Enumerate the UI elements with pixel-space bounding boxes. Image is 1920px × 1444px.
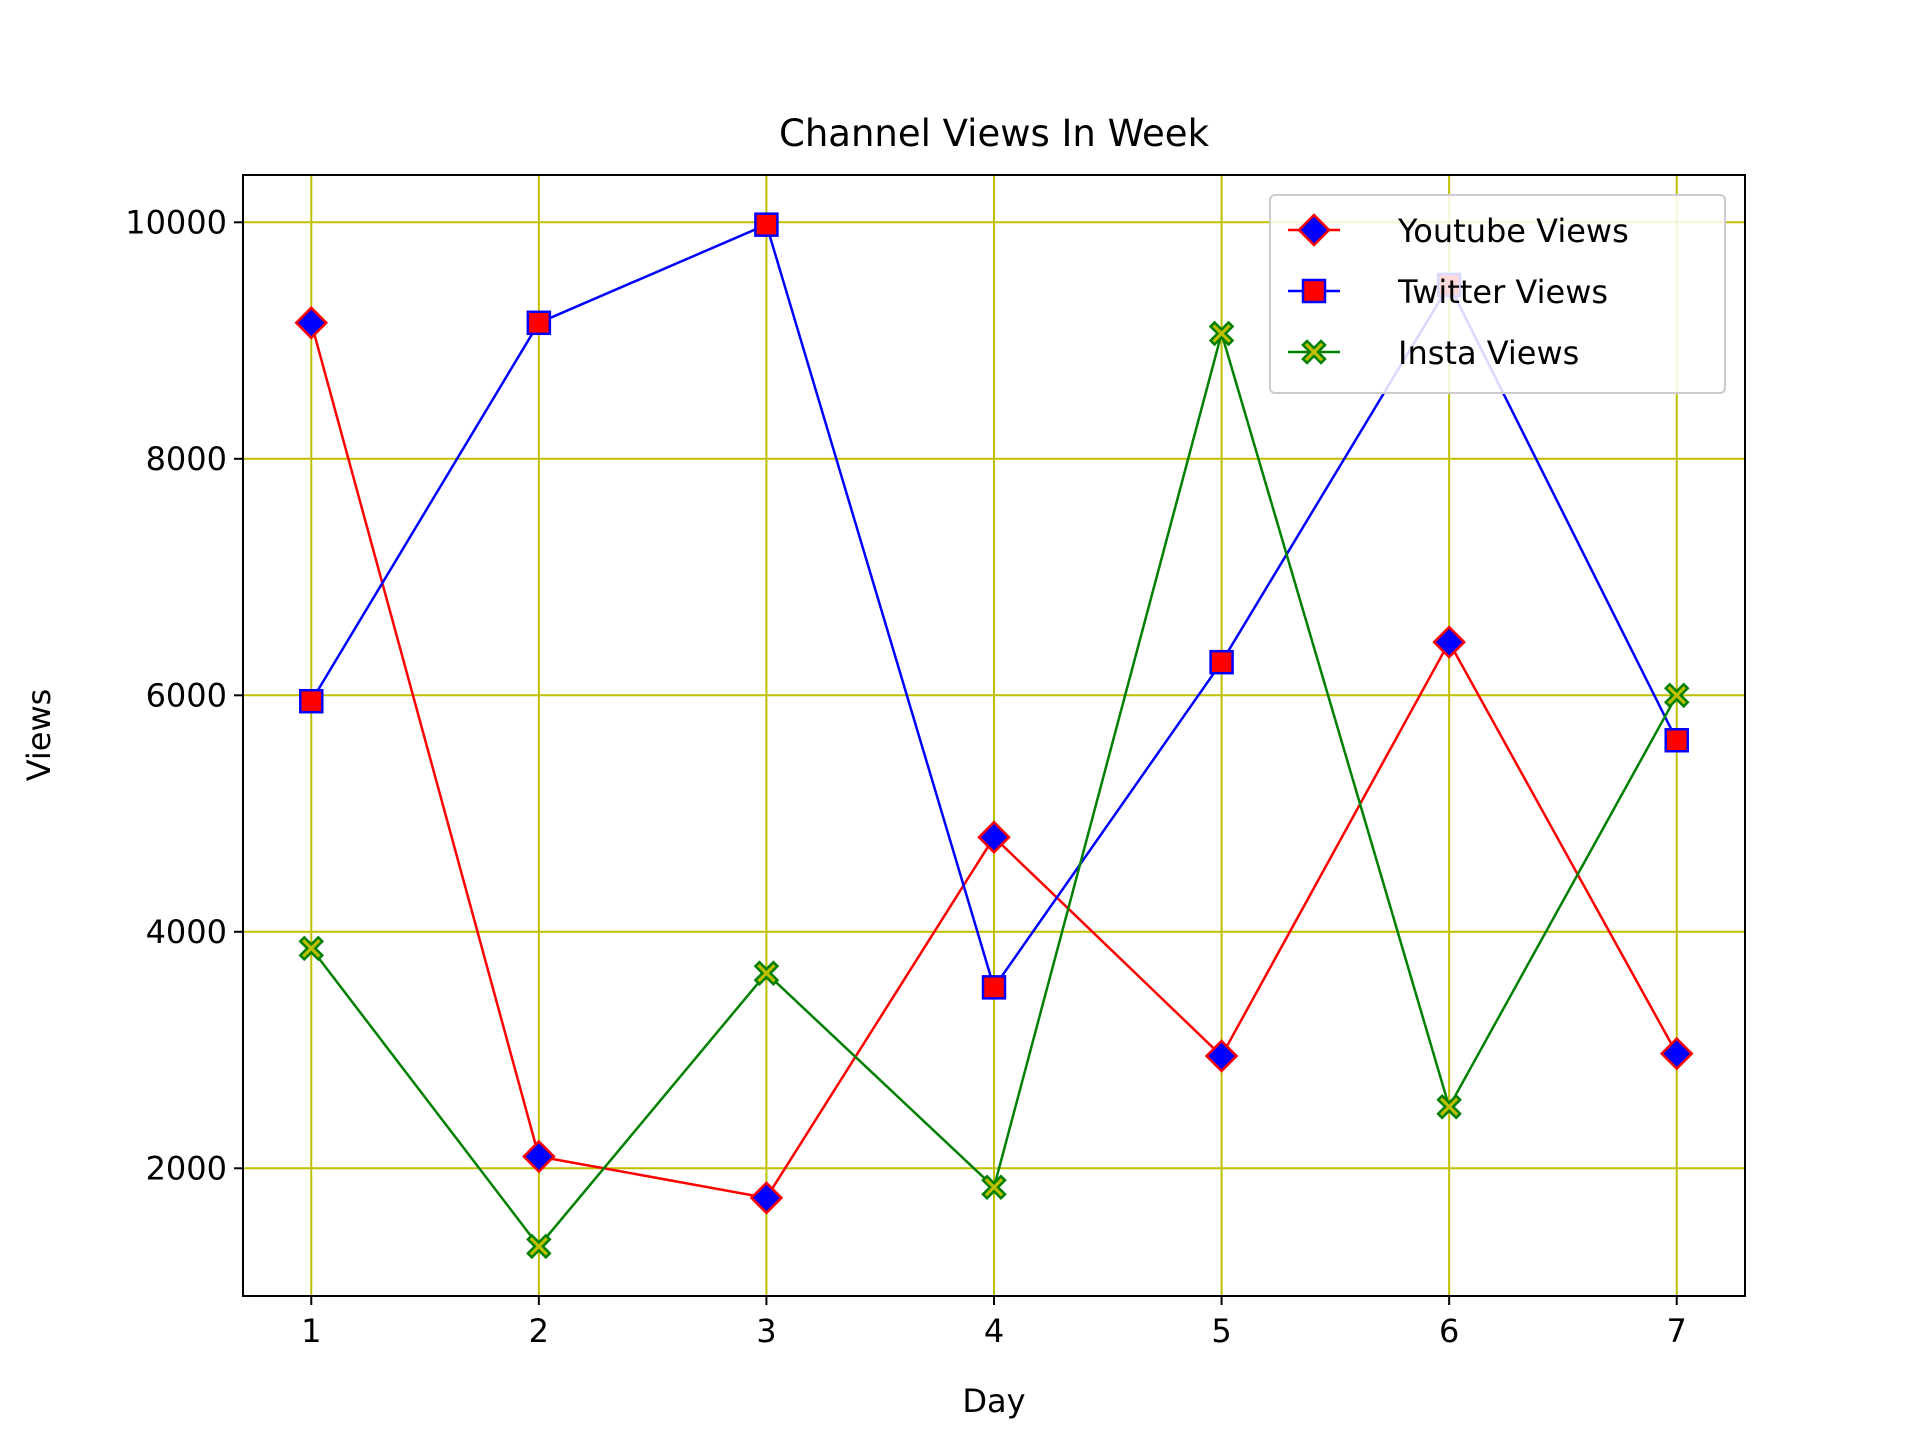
y-tick-label: 4000 — [146, 913, 227, 951]
series-3 — [298, 320, 1690, 1260]
data-point — [299, 688, 324, 714]
x-axis-label: Day — [962, 1382, 1025, 1420]
data-point — [1663, 682, 1690, 709]
x-tick-label: 5 — [1211, 1312, 1231, 1350]
y-tick-label: 10000 — [125, 203, 227, 241]
legend-item: Youtube Views — [1288, 212, 1629, 250]
data-point — [1432, 625, 1466, 659]
legend-item: Twitter Views — [1288, 273, 1608, 311]
data-point — [294, 306, 329, 340]
data-point — [526, 310, 552, 336]
legend-label: Twitter Views — [1397, 273, 1608, 311]
legend-item: Insta Views — [1288, 334, 1579, 372]
x-tick-label: 4 — [984, 1312, 1004, 1350]
data-point — [526, 1233, 552, 1260]
x-tick-label: 1 — [301, 1312, 321, 1350]
data-point — [1209, 649, 1234, 675]
y-tick-label: 6000 — [146, 676, 227, 714]
chart-title: Channel Views In Week — [779, 112, 1210, 155]
data-point — [749, 1181, 784, 1215]
data-point — [298, 935, 325, 962]
data-point — [1204, 1039, 1239, 1073]
data-point — [1436, 1094, 1462, 1120]
y-axis-label: Views — [20, 689, 58, 782]
x-tick-label: 7 — [1667, 1312, 1687, 1350]
series-1 — [294, 306, 1694, 1215]
data-point — [1664, 727, 1689, 753]
y-axis: 2000 4000 6000 8000 10000 — [125, 203, 243, 1187]
legend-label: Youtube Views — [1397, 212, 1629, 250]
legend-label: Insta Views — [1398, 334, 1579, 372]
x-axis: 1 2 3 4 5 6 7 — [301, 1296, 1687, 1350]
data-point — [1659, 1036, 1694, 1071]
data-point — [977, 820, 1011, 854]
y-tick-label: 2000 — [146, 1149, 227, 1187]
data-point — [1208, 320, 1235, 347]
legend-marker — [1301, 339, 1327, 365]
legend-marker — [1297, 213, 1331, 247]
data-point — [981, 975, 1007, 1000]
y-tick-label: 8000 — [146, 440, 227, 478]
x-tick-label: 3 — [756, 1312, 776, 1350]
data-point — [753, 960, 780, 986]
legend-marker — [1301, 278, 1327, 304]
x-tick-label: 2 — [529, 1312, 549, 1350]
data-point — [522, 1139, 556, 1174]
x-tick-label: 6 — [1439, 1312, 1459, 1350]
legend-frame — [1269, 194, 1726, 394]
legend: Youtube Views Twitter Views Insta Views — [1269, 194, 1726, 394]
data-point — [981, 1174, 1007, 1200]
data-point — [754, 212, 779, 237]
